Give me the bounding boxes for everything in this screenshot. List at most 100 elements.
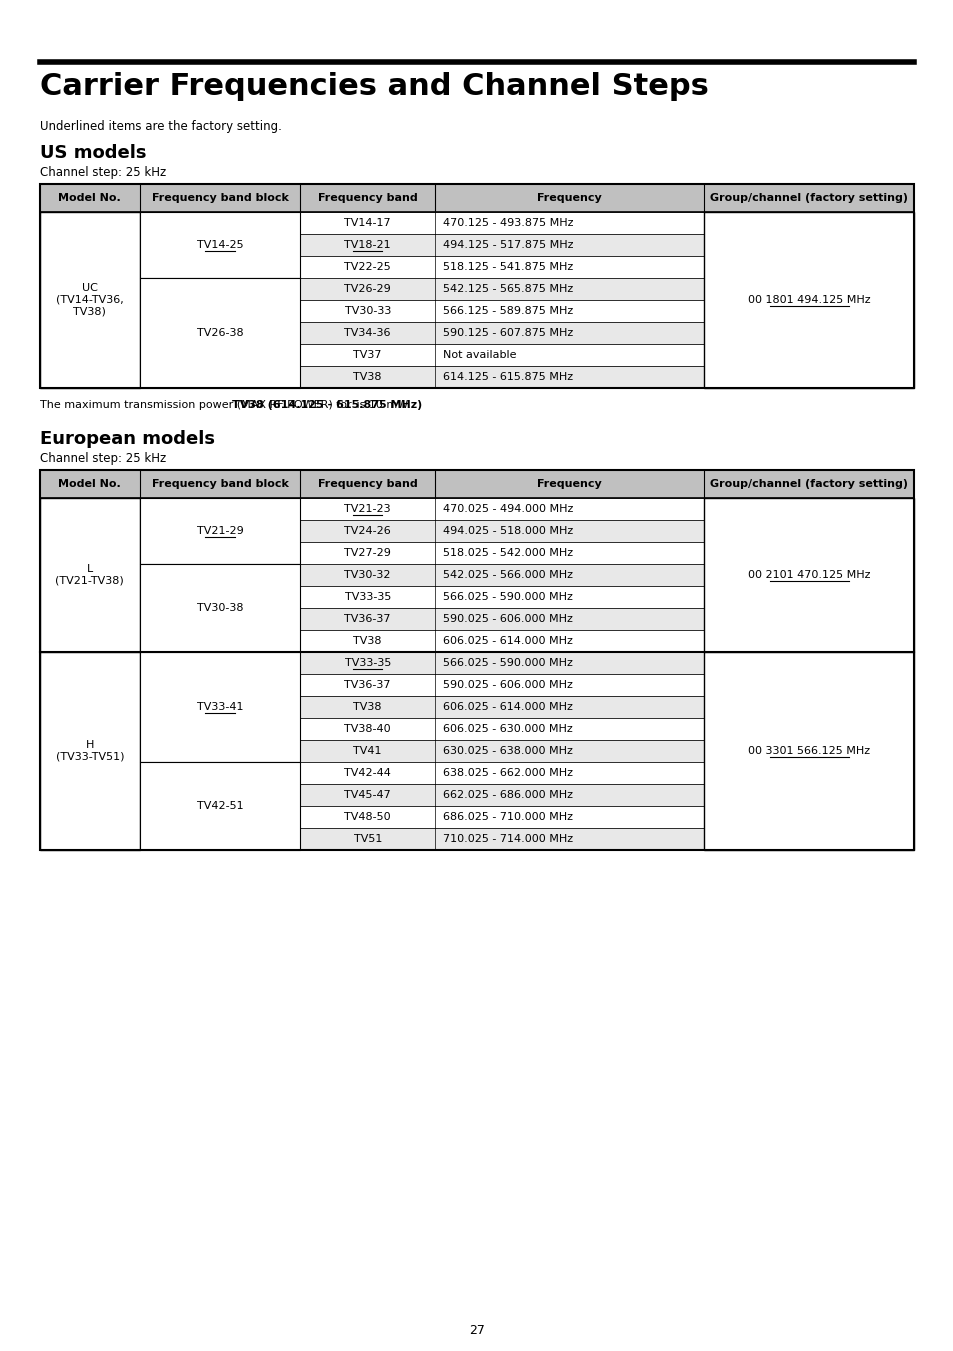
Bar (40, 630, 913, 653)
Text: 00 2101 470.125 MHz: 00 2101 470.125 MHz (747, 570, 869, 580)
Bar (703, 212, 913, 388)
Text: TV30-38: TV30-38 (196, 603, 243, 613)
Text: is 10 mW.: is 10 mW. (353, 400, 410, 409)
Bar (40, 828, 913, 850)
Text: Group/channel (factory setting): Group/channel (factory setting) (709, 480, 907, 489)
Text: TV21-29: TV21-29 (196, 526, 243, 536)
Text: TV48-50: TV48-50 (344, 812, 391, 821)
Text: European models: European models (40, 430, 214, 449)
Text: TV42-44: TV42-44 (344, 767, 391, 778)
Text: Underlined items are the factory setting.: Underlined items are the factory setting… (40, 120, 281, 132)
Text: 662.025 - 686.000 MHz: 662.025 - 686.000 MHz (442, 790, 573, 800)
Bar (40, 762, 913, 784)
Text: 542.125 - 565.875 MHz: 542.125 - 565.875 MHz (442, 284, 573, 295)
Bar (40, 740, 913, 762)
Text: TV21-23: TV21-23 (344, 504, 391, 513)
Text: TV14-25: TV14-25 (196, 240, 243, 250)
Bar (40, 608, 913, 630)
Text: 470.025 - 494.000 MHz: 470.025 - 494.000 MHz (442, 504, 573, 513)
Bar (40, 184, 913, 388)
Text: TV33-41: TV33-41 (196, 703, 243, 712)
Text: 606.025 - 614.000 MHz: 606.025 - 614.000 MHz (442, 636, 573, 646)
Text: Frequency band: Frequency band (317, 193, 417, 203)
Bar (40, 563, 913, 586)
Text: TV38: TV38 (354, 636, 381, 646)
Bar (40, 499, 139, 653)
Bar (40, 300, 913, 322)
Text: TV24-26: TV24-26 (344, 526, 391, 536)
Text: 566.125 - 589.875 MHz: 566.125 - 589.875 MHz (442, 305, 573, 316)
Text: 518.125 - 541.875 MHz: 518.125 - 541.875 MHz (442, 262, 573, 272)
Text: Group/channel (factory setting): Group/channel (factory setting) (709, 193, 907, 203)
Text: Model No.: Model No. (58, 480, 121, 489)
Text: TV38 (614.125 - 615.875 MHz): TV38 (614.125 - 615.875 MHz) (232, 400, 422, 409)
Text: Channel step: 25 kHz: Channel step: 25 kHz (40, 166, 166, 178)
Text: Frequency: Frequency (537, 480, 601, 489)
Text: Channel step: 25 kHz: Channel step: 25 kHz (40, 453, 166, 465)
Text: TV42-51: TV42-51 (196, 801, 243, 811)
Bar (40, 653, 913, 674)
Text: 27: 27 (469, 1324, 484, 1336)
Text: TV30-32: TV30-32 (344, 570, 391, 580)
Bar (40, 212, 913, 234)
Text: UC
(TV14-TV36,
TV38): UC (TV14-TV36, TV38) (56, 284, 124, 316)
Text: Frequency band: Frequency band (317, 480, 417, 489)
Text: 606.025 - 630.000 MHz: 606.025 - 630.000 MHz (442, 724, 572, 734)
Bar (40, 345, 913, 366)
Text: 606.025 - 614.000 MHz: 606.025 - 614.000 MHz (442, 703, 573, 712)
Text: TV26-38: TV26-38 (196, 328, 243, 338)
Text: TV33-35: TV33-35 (344, 592, 391, 603)
Bar (40, 653, 139, 850)
Text: Frequency band block: Frequency band block (152, 193, 288, 203)
Bar (139, 212, 300, 278)
Bar (40, 717, 913, 740)
Text: TV36-37: TV36-37 (344, 613, 391, 624)
Text: 566.025 - 590.000 MHz: 566.025 - 590.000 MHz (442, 592, 573, 603)
Text: TV41: TV41 (354, 746, 381, 757)
Bar (40, 322, 913, 345)
Bar (40, 278, 913, 300)
Text: TV18-21: TV18-21 (344, 240, 391, 250)
Bar (703, 499, 913, 653)
Text: 686.025 - 710.000 MHz: 686.025 - 710.000 MHz (442, 812, 573, 821)
Text: 494.125 - 517.875 MHz: 494.125 - 517.875 MHz (442, 240, 573, 250)
Text: The maximum transmission power (MAX RF POWER) for: The maximum transmission power (MAX RF P… (40, 400, 355, 409)
Text: TV33-35: TV33-35 (344, 658, 391, 667)
Bar (139, 499, 300, 563)
Text: Not available: Not available (442, 350, 516, 359)
Bar (40, 499, 913, 520)
Bar (40, 520, 913, 542)
Text: Frequency: Frequency (537, 193, 601, 203)
Bar (139, 762, 300, 850)
Text: 518.025 - 542.000 MHz: 518.025 - 542.000 MHz (442, 549, 573, 558)
Text: US models: US models (40, 145, 147, 162)
Text: TV26-29: TV26-29 (344, 284, 391, 295)
Bar (40, 255, 913, 278)
Text: TV27-29: TV27-29 (344, 549, 391, 558)
Bar (139, 563, 300, 653)
Bar (40, 784, 913, 807)
Text: 614.125 - 615.875 MHz: 614.125 - 615.875 MHz (442, 372, 573, 382)
Text: Frequency band block: Frequency band block (152, 480, 288, 489)
Text: 00 1801 494.125 MHz: 00 1801 494.125 MHz (747, 295, 869, 305)
Text: 590.025 - 606.000 MHz: 590.025 - 606.000 MHz (442, 680, 573, 690)
Text: TV38-40: TV38-40 (344, 724, 391, 734)
Text: 710.025 - 714.000 MHz: 710.025 - 714.000 MHz (442, 834, 573, 844)
Text: 542.025 - 566.000 MHz: 542.025 - 566.000 MHz (442, 570, 573, 580)
Text: 590.025 - 606.000 MHz: 590.025 - 606.000 MHz (442, 613, 573, 624)
Bar (40, 674, 913, 696)
Text: 630.025 - 638.000 MHz: 630.025 - 638.000 MHz (442, 746, 573, 757)
Bar (40, 542, 913, 563)
Text: TV38: TV38 (354, 372, 381, 382)
Text: 494.025 - 518.000 MHz: 494.025 - 518.000 MHz (442, 526, 573, 536)
Text: 590.125 - 607.875 MHz: 590.125 - 607.875 MHz (442, 328, 573, 338)
Bar (40, 184, 913, 212)
Text: H
(TV33-TV51): H (TV33-TV51) (55, 740, 124, 762)
Bar (40, 696, 913, 717)
Text: 470.125 - 493.875 MHz: 470.125 - 493.875 MHz (442, 218, 573, 228)
Text: Model No.: Model No. (58, 193, 121, 203)
Bar (40, 366, 913, 388)
Text: Carrier Frequencies and Channel Steps: Carrier Frequencies and Channel Steps (40, 72, 708, 101)
Bar (139, 653, 300, 762)
Bar (139, 278, 300, 388)
